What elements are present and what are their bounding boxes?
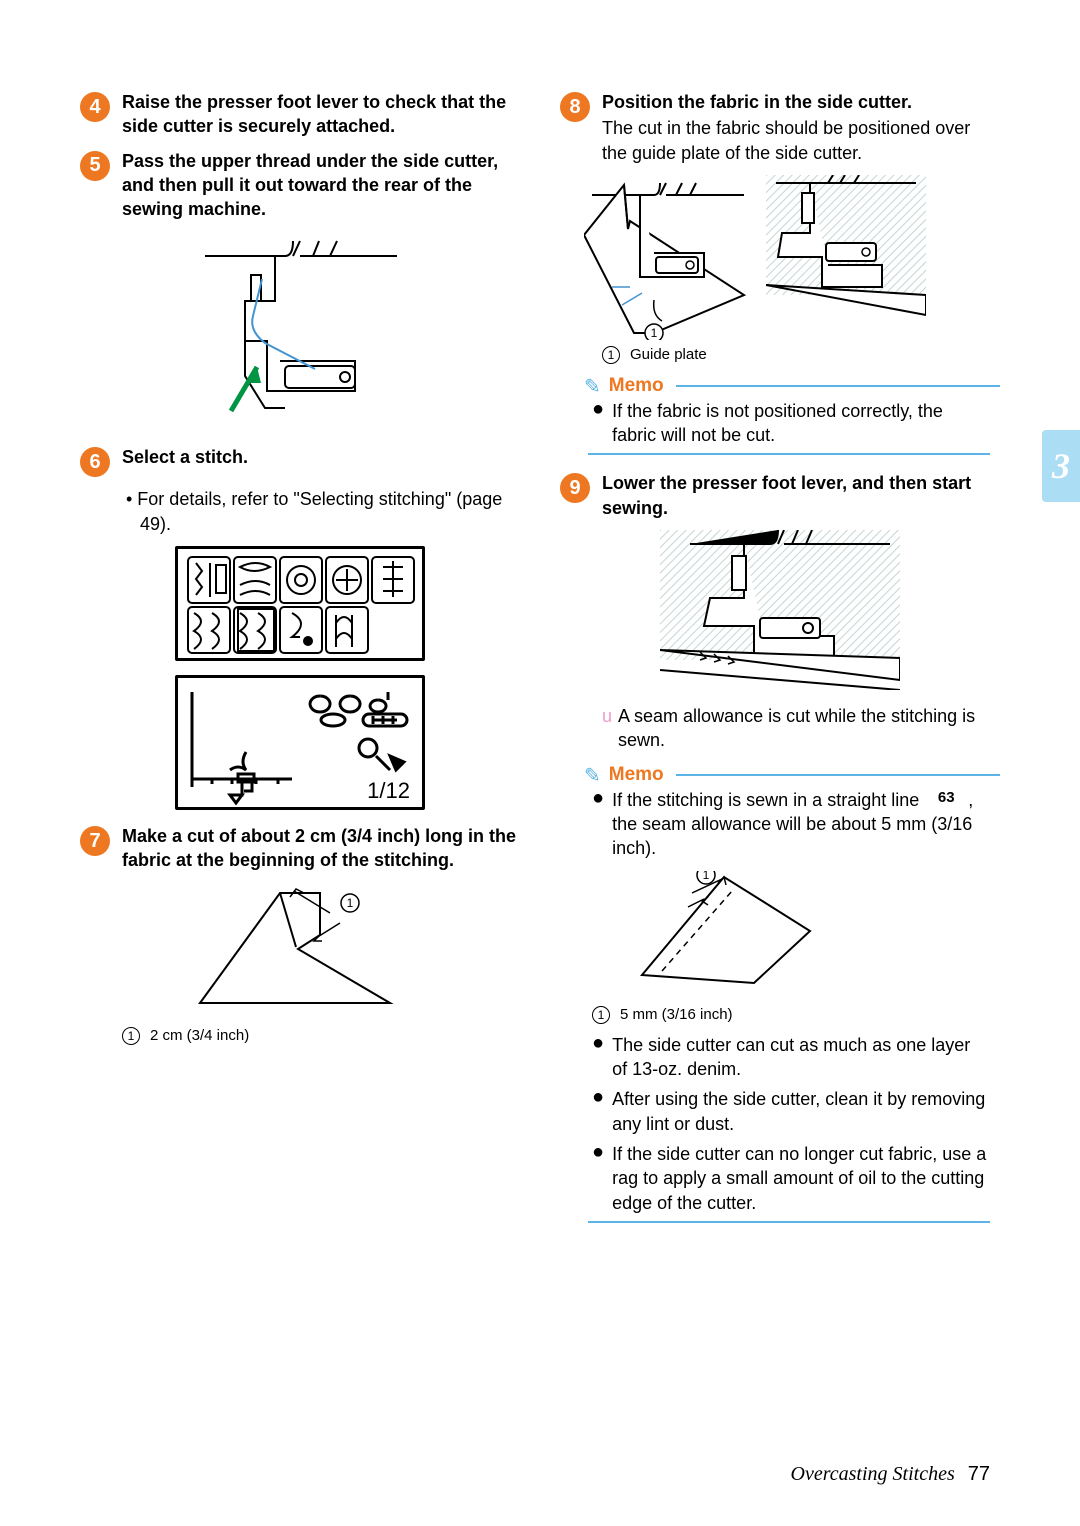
- two-column-layout: 4 Raise the presser foot lever to check …: [80, 90, 1000, 1239]
- section-tab: 3: [1042, 430, 1080, 502]
- step-number-badge: 7: [80, 826, 110, 856]
- footer-title: Overcasting Stitches: [791, 1463, 955, 1485]
- bullet-icon: ●: [592, 1087, 604, 1136]
- step-text: Select a stitch.: [122, 445, 248, 469]
- bullet-icon: ●: [592, 399, 604, 448]
- memo-body: ●If the fabric is not positioned correct…: [592, 399, 990, 448]
- step-text: Lower the presser foot lever, and then s…: [602, 471, 1000, 520]
- step-text: Pass the upper thread under the side cut…: [122, 149, 520, 222]
- step-number-badge: 8: [560, 92, 590, 122]
- memo-rule: [676, 774, 1000, 776]
- step-subtext: The cut in the fabric should be position…: [602, 116, 1000, 165]
- step-text: Position the fabric in the side cutter.: [602, 90, 1000, 114]
- memo-text: The side cutter can cut as much as one l…: [612, 1033, 990, 1082]
- result-arrow-icon: u: [602, 704, 612, 753]
- bullet-icon: ●: [592, 788, 604, 861]
- memo-text: If the stitching is sewn in a straight l…: [612, 788, 990, 861]
- callout-number-icon: 1: [122, 1027, 140, 1045]
- figure-seam-allowance: 1: [632, 871, 822, 991]
- figure-fabric-cut: 1: [190, 883, 410, 1013]
- step-7: 7 Make a cut of about 2 cm (3/4 inch) lo…: [80, 824, 520, 873]
- step-5: 5 Pass the upper thread under the side c…: [80, 149, 520, 222]
- figure-sewing: [660, 530, 900, 690]
- memo-text: If the fabric is not positioned correctl…: [612, 399, 990, 448]
- page-footer: Overcasting Stitches 77: [791, 1463, 990, 1486]
- figure-position-fabric-a: 1: [584, 175, 754, 340]
- memo-title: Memo: [609, 375, 664, 397]
- callout-text: Guide plate: [630, 346, 707, 363]
- page-number: 77: [968, 1463, 990, 1485]
- memo-rule-end: [588, 1221, 990, 1223]
- right-column: 8 Position the fabric in the side cutter…: [560, 90, 1000, 1239]
- callout-number-icon: 1: [592, 1006, 610, 1024]
- callout-8: 1 Guide plate: [602, 346, 1000, 364]
- figure-position-fabric-b: [766, 175, 926, 325]
- svg-text:1: 1: [347, 896, 354, 910]
- callout-9: 1 5 mm (3/16 inch): [592, 1005, 990, 1025]
- step-number-badge: 6: [80, 447, 110, 477]
- callout-text: 2 cm (3/4 inch): [150, 1027, 249, 1044]
- step-number-badge: 9: [560, 473, 590, 503]
- memo-text: If the side cutter can no longer cut fab…: [612, 1142, 990, 1215]
- bullet-icon: ●: [592, 1142, 604, 1215]
- step-text: Make a cut of about 2 cm (3/4 inch) long…: [122, 824, 520, 873]
- memo-title: Memo: [609, 764, 664, 786]
- result-body: A seam allowance is cut while the stitch…: [618, 704, 1000, 753]
- svg-text:1: 1: [651, 326, 658, 340]
- step-6: 6 Select a stitch.: [80, 445, 520, 477]
- bullet-icon: ●: [592, 1033, 604, 1082]
- memo-header: ✎ Memo: [584, 763, 1000, 788]
- figure-display-screen: 1/12: [175, 675, 425, 810]
- step-9: 9 Lower the presser foot lever, and then…: [560, 471, 1000, 520]
- memo-rule-end: [588, 453, 990, 455]
- step-number-badge: 4: [80, 92, 110, 122]
- figure-stitch-menu: [175, 546, 425, 661]
- memo-body: ● If the stitching is sewn in a straight…: [592, 788, 990, 1215]
- svg-text:1: 1: [703, 871, 710, 882]
- step-text: Raise the presser foot lever to check th…: [122, 90, 520, 139]
- memo-header: ✎ Memo: [584, 374, 1000, 399]
- pencil-icon: ✎: [584, 374, 601, 399]
- figure-thread-under-cutter: [185, 231, 415, 431]
- left-column: 4 Raise the presser foot lever to check …: [80, 90, 520, 1239]
- svg-text:1/12: 1/12: [367, 778, 410, 803]
- stitch-reference: 63: [924, 788, 968, 808]
- step-8: 8 Position the fabric in the side cutter…: [560, 90, 1000, 165]
- step-4: 4 Raise the presser foot lever to check …: [80, 90, 520, 139]
- pencil-icon: ✎: [584, 763, 601, 788]
- memo-rule: [676, 385, 1000, 387]
- callout-number-icon: 1: [602, 346, 620, 364]
- result-text: u A seam allowance is cut while the stit…: [602, 704, 1000, 753]
- memo-text: After using the side cutter, clean it by…: [612, 1087, 990, 1136]
- callout-7: 1 2 cm (3/4 inch): [122, 1027, 520, 1045]
- step-number-badge: 5: [80, 151, 110, 181]
- step-subtext: • For details, refer to "Selecting stitc…: [140, 487, 520, 536]
- callout-text: 5 mm (3/16 inch): [620, 1005, 733, 1025]
